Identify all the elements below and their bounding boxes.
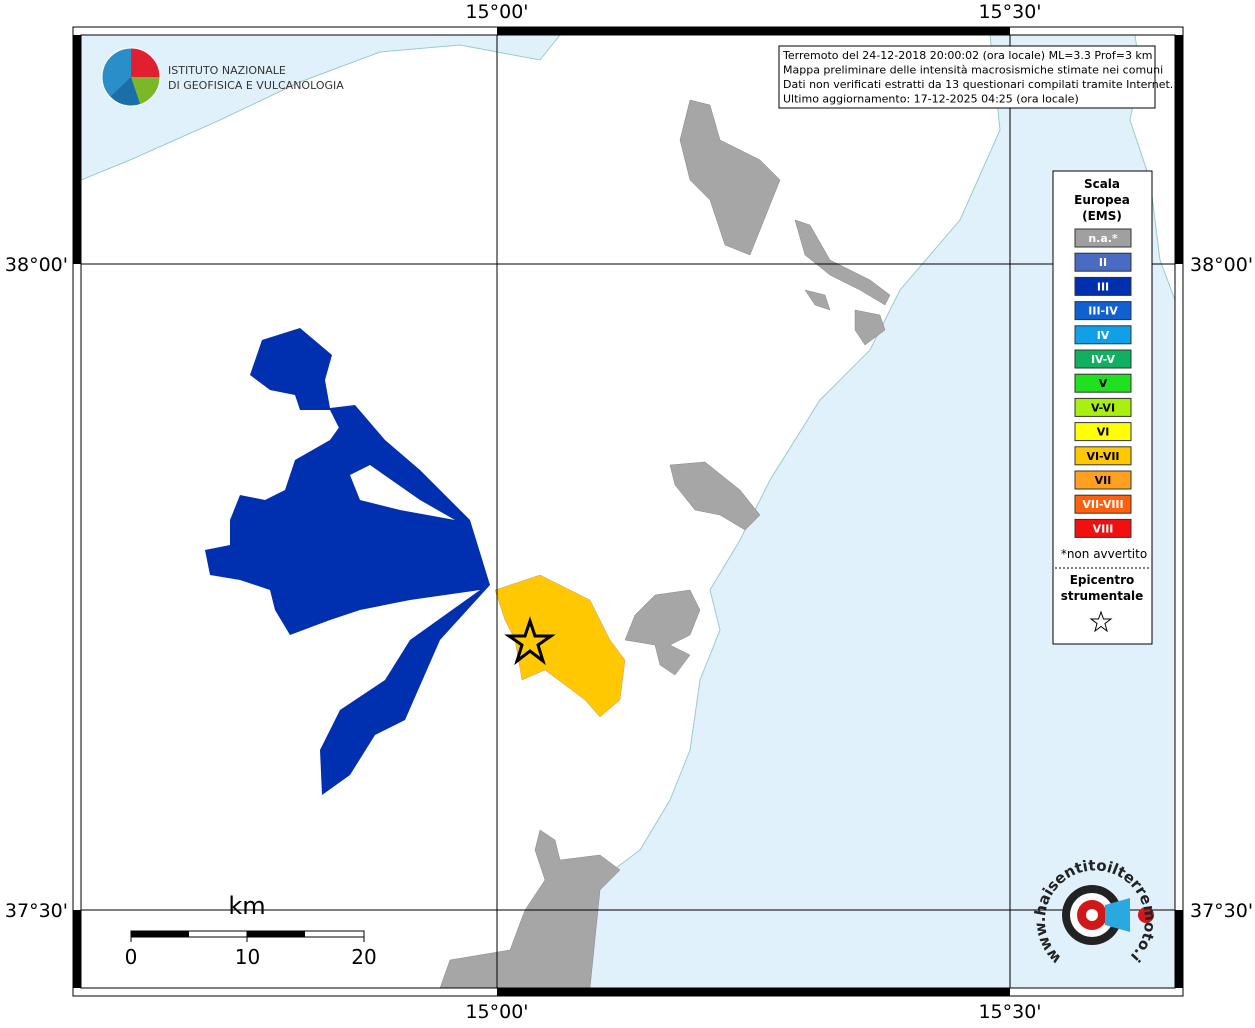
- land: [81, 35, 1001, 988]
- graticule: [81, 35, 1175, 988]
- axis-labels: 15°00' 15°30' 15°00' 15°30' 38°00' 37°30…: [5, 1, 1253, 1023]
- map-area: [81, 35, 1175, 988]
- legend-label: IV: [1097, 329, 1110, 342]
- legend-swatch: [1074, 422, 1132, 442]
- legend-epicenter: strumentale: [1061, 589, 1144, 603]
- legend-label: n.a.*: [1088, 232, 1118, 245]
- legend-swatch: [1074, 301, 1132, 321]
- axis-label: 15°00': [465, 1001, 528, 1023]
- axis-label: 15°30': [978, 1001, 1041, 1023]
- scale-label: 20: [351, 945, 376, 969]
- epicenter: [504, 616, 556, 666]
- legend-label: VI: [1097, 426, 1110, 439]
- axis-label: 38°00': [1190, 254, 1253, 276]
- ingv-logo: ISTITUTO NAZIONALE DI GEOFISICA E VULCAN…: [101, 47, 344, 107]
- legend-label: VI-VII: [1086, 450, 1119, 463]
- legend-swatch: [1074, 494, 1132, 514]
- legend-swatch: [1074, 397, 1132, 417]
- scale-label: 0: [125, 945, 138, 969]
- legend-label: VII-VIII: [1082, 498, 1123, 511]
- scale-label: 10: [235, 945, 260, 969]
- legend-swatch: [1074, 276, 1132, 296]
- legend-swatch: [1074, 373, 1132, 393]
- legend-epicenter: Epicentro: [1070, 573, 1135, 587]
- info-line: Mappa preliminare delle intensità macros…: [783, 64, 1163, 77]
- axis-label: 38°00': [5, 254, 68, 276]
- info-line: Ultimo aggiornamento: 17-12-2025 04:25 (…: [783, 93, 1079, 106]
- legend-label: VII: [1095, 474, 1112, 487]
- legend-title: (EMS): [1082, 209, 1122, 223]
- info-line: Terremoto del 24-12-2018 20:00:02 (ora l…: [782, 49, 1153, 62]
- legend-swatch: [1074, 470, 1132, 490]
- legend-note: *non avvertito: [1061, 547, 1147, 561]
- legend-label: V: [1099, 377, 1108, 390]
- legend: ScalaEuropea(EMS)n.a.*IIIIIIII-IVIVIV-VV…: [1052, 170, 1153, 645]
- logo-text: ISTITUTO NAZIONALE: [168, 64, 286, 77]
- axis-label: 15°00': [465, 1, 528, 23]
- municipalities-na: [439, 99, 891, 988]
- axis-label: 15°30': [978, 1, 1041, 23]
- legend-label: II: [1099, 256, 1107, 269]
- legend-swatch: [1074, 252, 1132, 272]
- legend-label: III: [1097, 280, 1109, 293]
- axis-label: 37°30': [5, 900, 68, 922]
- info-line: Dati non verificati estratti da 13 quest…: [783, 78, 1173, 91]
- axis-label: 37°30': [1190, 900, 1253, 922]
- legend-swatch: [1074, 228, 1132, 248]
- legend-label: V-VI: [1091, 401, 1115, 414]
- legend-star: [1089, 610, 1113, 633]
- intensity-hole: [350, 465, 455, 520]
- logo-text: DI GEOFISICA E VULCANOLOGIA: [168, 79, 344, 92]
- legend-label: IV-V: [1091, 353, 1116, 366]
- legend-swatch: [1074, 518, 1132, 538]
- intensity-area: [205, 328, 490, 795]
- legend-label: VIII: [1093, 522, 1114, 535]
- info-box: Terremoto del 24-12-2018 20:00:02 (ora l…: [778, 45, 1173, 109]
- legend-swatch: [1074, 325, 1132, 345]
- legend-swatch: [1074, 349, 1132, 369]
- scale-unit: km: [228, 892, 265, 920]
- legend-label: III-IV: [1088, 305, 1118, 318]
- legend-swatch: [1074, 446, 1132, 466]
- legend-title: Europea: [1074, 193, 1130, 207]
- legend-title: Scala: [1084, 177, 1120, 191]
- scale-bar: km 0 10 20: [125, 892, 377, 969]
- frame: [72, 26, 1184, 997]
